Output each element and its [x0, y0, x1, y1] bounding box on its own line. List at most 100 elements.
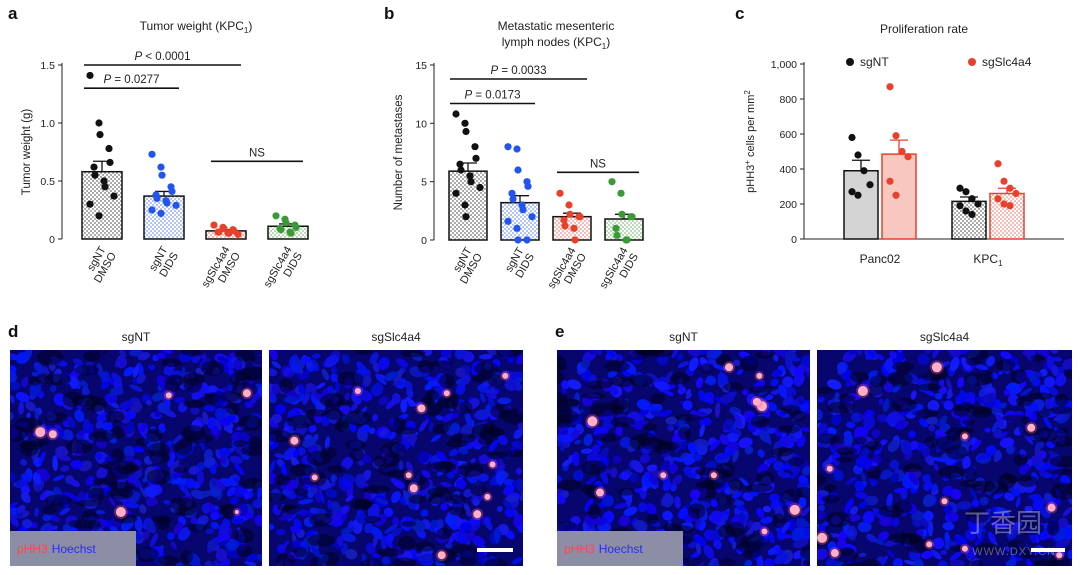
nucleus [818, 510, 826, 520]
nucleus [889, 472, 900, 483]
nucleus [928, 520, 934, 537]
nucleus [487, 350, 498, 356]
nucleus [919, 418, 929, 428]
nucleus [946, 377, 953, 392]
nucleus [609, 386, 618, 396]
nucleus [949, 550, 963, 561]
data-point [892, 132, 900, 140]
data-point [272, 212, 280, 220]
nucleus [343, 473, 357, 483]
nucleus [307, 445, 319, 454]
dark-region [470, 484, 487, 496]
phh3-cell [660, 472, 667, 479]
dark-region [1001, 414, 1029, 422]
nucleus [214, 418, 222, 431]
nucleus [943, 504, 953, 515]
nucleus [742, 492, 754, 501]
nucleus [596, 350, 603, 356]
nucleus [923, 480, 933, 492]
nucleus [986, 356, 996, 367]
dark-region [87, 520, 102, 531]
data-point [848, 133, 856, 142]
nucleus [442, 413, 455, 422]
nucleus [383, 507, 394, 517]
data-point [461, 119, 469, 127]
dark-region [557, 404, 573, 412]
y-tick-label: 1,000 [771, 59, 797, 71]
dark-region [321, 447, 337, 458]
nucleus [855, 491, 868, 499]
nucleus [109, 377, 115, 386]
nucleus [418, 553, 433, 562]
nucleus [843, 433, 854, 447]
data-point [892, 191, 900, 199]
nucleus [96, 453, 103, 460]
legend-label: sgNT [860, 55, 889, 69]
nucleus [25, 401, 36, 412]
nucleus [926, 416, 939, 425]
nucleus [588, 350, 597, 355]
dark-region [951, 427, 975, 435]
dark-region [894, 532, 923, 545]
nucleus [202, 411, 209, 425]
phh3-cell [931, 362, 942, 373]
nucleus [736, 369, 743, 375]
nucleus [271, 413, 282, 424]
dark-region [219, 391, 241, 403]
dark-region [1017, 475, 1038, 488]
data-point [886, 83, 894, 91]
dark-region [838, 394, 856, 402]
dark-region [669, 372, 691, 385]
nucleus [131, 478, 142, 488]
nucleus [172, 434, 184, 444]
data-point [452, 110, 460, 118]
nucleus [513, 428, 523, 440]
data-point [158, 171, 166, 179]
data-point [994, 195, 1002, 203]
dark-region [878, 505, 905, 518]
nucleus [779, 463, 789, 472]
nucleus [872, 455, 882, 464]
nucleus [281, 463, 288, 478]
micrograph-d-right-label: sgSlc4a4 [371, 330, 421, 344]
nucleus [1003, 389, 1011, 396]
nucleus [210, 426, 219, 435]
phh3-cell [417, 404, 426, 413]
data-point [898, 147, 906, 156]
dark-region [787, 457, 806, 467]
nucleus [205, 385, 218, 395]
nucleus [667, 424, 675, 432]
nucleus [1022, 350, 1033, 357]
nucleus [733, 359, 741, 366]
micrograph-d-left-label: sgNT [121, 330, 151, 344]
dark-region [337, 371, 364, 386]
nucleus [146, 399, 152, 406]
nucleus [269, 417, 279, 428]
dark-region [639, 437, 665, 450]
dark-region [589, 402, 618, 417]
nucleus [714, 402, 721, 418]
dark-region [294, 488, 309, 497]
phh3-cell [489, 461, 496, 468]
data-point [618, 210, 626, 218]
nucleus [717, 372, 728, 385]
nucleus [419, 419, 429, 432]
nucleus [950, 559, 965, 566]
nucleus [375, 373, 387, 380]
dark-region [335, 399, 352, 406]
nucleus [444, 514, 456, 526]
dark-region [164, 375, 186, 386]
nucleus [393, 369, 404, 383]
nucleus [800, 506, 810, 517]
nucleus [330, 366, 338, 375]
dark-region [1013, 454, 1029, 466]
data-point [96, 131, 104, 139]
dark-region [799, 545, 810, 560]
phh3-cell [587, 416, 598, 427]
data-point [90, 163, 98, 171]
dark-region [345, 439, 366, 452]
nucleus [321, 368, 330, 381]
nucleus [96, 467, 108, 479]
nucleus [970, 440, 982, 451]
nucleus [878, 531, 889, 541]
